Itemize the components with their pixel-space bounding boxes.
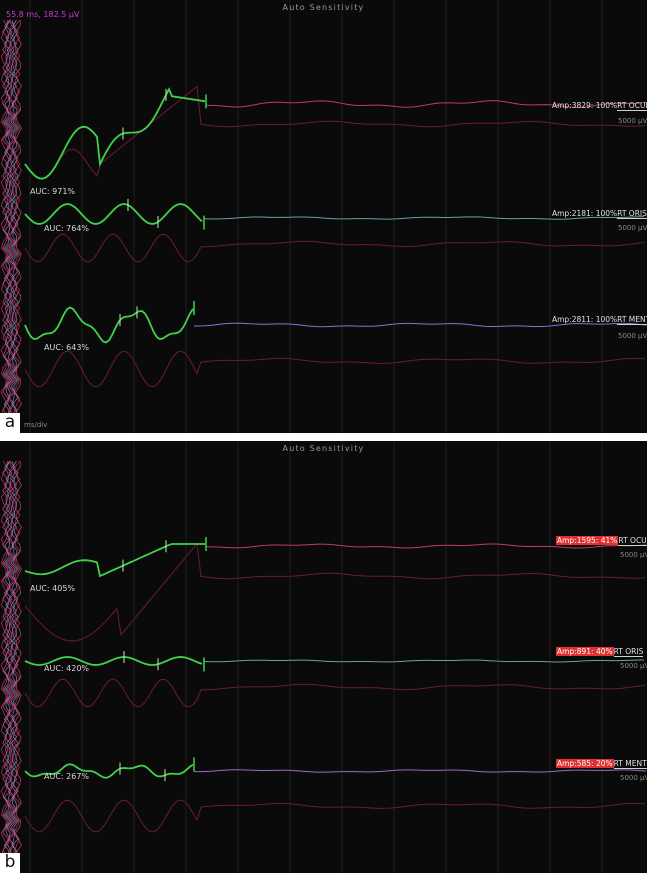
scale-label: ms/div: [24, 421, 48, 429]
waveform-plot-b[interactable]: [0, 441, 647, 873]
baseline-trace: [24, 233, 646, 263]
auc-label-ch3: AUC: 267%: [44, 772, 90, 781]
amp-value: Amp:3829: 100%: [552, 101, 618, 110]
channel-trace: [205, 100, 647, 108]
channel-name: RT MENT: [613, 759, 647, 769]
panel-a: Auto Sensitivity 55.8 ms, 182.5 μV AUC: …: [0, 0, 647, 433]
auc-label-ch2: AUC: 764%: [44, 224, 90, 233]
baseline-trace: [24, 85, 646, 180]
stimulus-artifact: [11, 19, 19, 417]
amp-label-ch1: Amp:1595: 41%RT OCUL: [556, 536, 647, 546]
sensitivity-label-ch1: 5000 μV: [618, 117, 647, 125]
panel-label: b: [0, 853, 20, 873]
baseline-trace: [24, 542, 646, 642]
auc-label-ch3: AUC: 643%: [44, 343, 90, 352]
stimulus-artifact: [13, 460, 21, 858]
channel-trace: [205, 543, 647, 549]
amp-label-ch3: Amp:585: 20%RT MENT: [556, 759, 647, 769]
stimulus-artifact: [2, 460, 9, 858]
baseline-trace: [24, 678, 646, 708]
sensitivity-label-ch3: 5000 μV: [620, 774, 647, 782]
stimulus-artifact: [6, 19, 14, 417]
auc-label-ch1: AUC: 405%: [30, 584, 76, 593]
response-trace: [24, 543, 205, 578]
amp-value: Amp:2811: 100%: [552, 315, 618, 324]
amp-label-ch3: Amp:2811: 100%RT MENT: [552, 315, 647, 325]
amp-label-ch1: Amp:3829: 100%RT OCUL: [552, 101, 647, 111]
amp-value: Amp:585: 20%: [556, 759, 614, 768]
sensitivity-label-ch2: 5000 μV: [618, 224, 647, 232]
stimulus-artifact: [13, 19, 21, 417]
stimulus-artifact: [11, 460, 19, 858]
panel-b: Auto Sensitivity AUC: 405% AUC: 420% AUC…: [0, 441, 647, 873]
amp-value: Amp:1595: 41%: [556, 536, 619, 545]
amp-value: Amp:2181: 100%: [552, 209, 618, 218]
amp-label-ch2: Amp:2181: 100%RT ORIS: [552, 209, 647, 219]
channel-trace: [203, 659, 645, 663]
stimulus-artifact: [14, 460, 22, 858]
response-trace: [24, 306, 194, 344]
stimulus-artifact: [14, 19, 22, 417]
baseline-trace: [24, 799, 646, 833]
stimulus-artifact: [6, 460, 14, 858]
response-trace: [24, 87, 206, 180]
cursor-readout: 55.8 ms, 182.5 μV: [6, 10, 80, 19]
channel-name: RT MENT: [617, 315, 647, 325]
waveform-plot-a[interactable]: [0, 0, 647, 433]
response-trace: [24, 656, 203, 666]
panel-label: a: [0, 413, 20, 433]
sensitivity-label-ch2: 5000 μV: [620, 662, 647, 670]
stimulus-artifact: [8, 460, 16, 858]
channel-name: RT OCUL: [617, 101, 647, 111]
stimulus-artifact: [2, 19, 9, 417]
amp-value: Amp:891: 40%: [556, 647, 614, 656]
sensitivity-label-ch3: 5000 μV: [618, 332, 647, 340]
channel-name: RT ORIS: [613, 647, 644, 657]
amp-label-ch2: Amp:891: 40%RT ORIS: [556, 647, 644, 657]
response-trace: [24, 203, 203, 225]
channel-trace: [193, 322, 647, 328]
channel-name: RT OCUL: [618, 536, 647, 546]
auc-label-ch1: AUC: 971%: [30, 187, 76, 196]
channel-name: RT ORIS: [617, 209, 647, 219]
channel-trace: [203, 216, 645, 220]
channel-trace: [193, 769, 647, 773]
stimulus-artifact: [8, 19, 16, 417]
sensitivity-label-ch1: 5000 μV: [620, 551, 647, 559]
panel-title: Auto Sensitivity: [282, 444, 365, 453]
baseline-trace: [24, 350, 646, 388]
auc-label-ch2: AUC: 420%: [44, 664, 90, 673]
panel-title: Auto Sensitivity: [282, 3, 365, 12]
